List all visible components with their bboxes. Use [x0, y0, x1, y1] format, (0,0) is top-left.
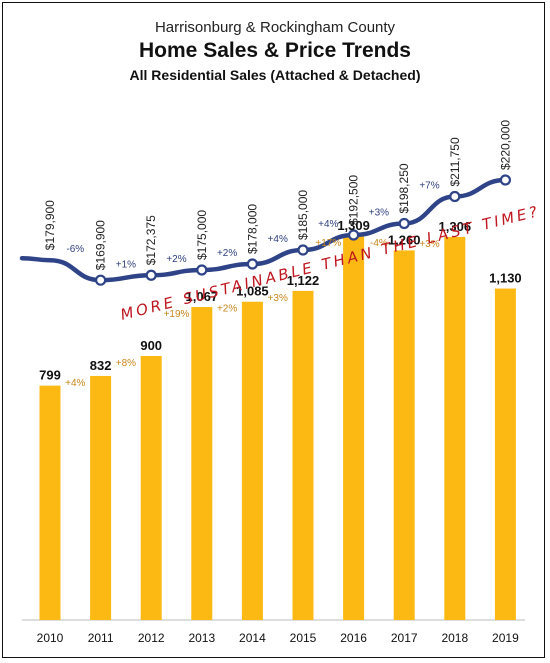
price-change-label-2017: +3%: [369, 208, 389, 219]
sales-change-label-2014: +2%: [217, 304, 237, 315]
sales-change-label-2012: +8%: [116, 358, 136, 369]
sales-value-label-2018: 1,306: [439, 219, 472, 234]
price-point-2018: [449, 190, 461, 203]
year-tick-label-2011: 2011: [88, 631, 114, 645]
price-change-label-2015: +4%: [268, 234, 288, 245]
sales-bar-2014: [241, 301, 263, 620]
year-tick-label-2018: 2018: [441, 631, 468, 645]
sales-bar-2018: [444, 236, 466, 620]
chart-title: Home Sales & Price Trends: [139, 39, 411, 62]
price-change-label-2016: +4%: [318, 219, 338, 230]
sales-change-label-2015: +3%: [268, 293, 288, 304]
sales-value-label-2011: 832: [90, 358, 112, 373]
price-value-label-2019: $220,000: [498, 120, 512, 170]
price-point-2017: [398, 217, 410, 230]
price-value-label-2018: $211,750: [448, 137, 462, 186]
sales-change-label-2011: +4%: [65, 378, 85, 389]
price-point-2015: [297, 244, 309, 256]
sales-bar-2013: [191, 307, 213, 620]
chart-labels: 799 2010 832 2011 900 2012 1,067 2013 1,085 2014 1…: [37, 120, 522, 645]
sales-bars: [22, 236, 525, 621]
sales-bar-2016: [343, 236, 365, 620]
price-change-label-2014: +2%: [217, 248, 237, 259]
price-point-2012: [145, 269, 157, 281]
year-tick-label-2015: 2015: [290, 631, 317, 645]
year-tick-label-2013: 2013: [188, 631, 215, 645]
year-tick-label-2010: 2010: [37, 631, 64, 645]
sales-bar-2011: [90, 375, 112, 620]
sales-value-label-2010: 799: [39, 368, 61, 383]
sales-change-label-2016: +17%: [315, 238, 341, 249]
sales-bar-2012: [140, 356, 162, 620]
price-value-label-2011: $169,900: [94, 220, 108, 270]
sales-change-label-2013: +19%: [164, 309, 190, 320]
price-value-label-2016: $192,500: [347, 175, 361, 225]
year-tick-label-2014: 2014: [239, 631, 266, 645]
price-point-2016: [348, 229, 360, 241]
sales-bar-2010: [39, 385, 61, 620]
year-tick-label-2016: 2016: [340, 631, 367, 645]
sales-value-label-2014: 1,085: [236, 284, 269, 299]
price-point-2013: [196, 264, 208, 276]
price-value-label-2012: $172,375: [144, 215, 158, 265]
chart-supertitle: Harrisonburg & Rockingham County: [154, 19, 396, 36]
price-value-label-2010: $179,900: [43, 200, 57, 250]
price-line: [19, 174, 511, 286]
sales-value-label-2017: 1,260: [388, 232, 421, 247]
price-value-label-2015: $185,000: [296, 190, 310, 240]
sales-value-label-2012: 900: [140, 338, 162, 353]
year-tick-label-2019: 2019: [492, 631, 519, 645]
sales-bar-2019: [494, 288, 516, 620]
price-change-label-2013: +2%: [166, 254, 186, 265]
year-tick-label-2012: 2012: [138, 631, 165, 645]
price-point-2014: [246, 258, 258, 270]
sales-bar-2017: [393, 250, 415, 620]
sales-change-label-2018: +3%: [419, 239, 439, 250]
sales-bar-2015: [292, 290, 314, 620]
price-point-2019: [499, 174, 511, 186]
price-change-label-2018: +7%: [419, 181, 439, 192]
price-value-label-2017: $198,250: [397, 163, 411, 213]
sales-value-label-2016: 1,309: [337, 218, 370, 233]
price-point-2011: [94, 274, 107, 286]
sales-change-label-2017: -4%: [370, 238, 388, 249]
year-tick-label-2017: 2017: [391, 631, 418, 645]
price-change-label-2012: +1%: [116, 259, 136, 270]
chart-subtitle: All Residential Sales (Attached & Detach…: [129, 67, 421, 83]
sales-value-label-2015: 1,122: [287, 273, 320, 288]
price-change-label-2011: -6%: [66, 244, 84, 255]
sales-value-label-2019: 1,130: [489, 271, 522, 286]
price-value-label-2013: $175,000: [195, 210, 209, 260]
price-value-label-2014: $178,000: [245, 204, 259, 254]
sales-value-label-2013: 1,067: [186, 289, 219, 304]
